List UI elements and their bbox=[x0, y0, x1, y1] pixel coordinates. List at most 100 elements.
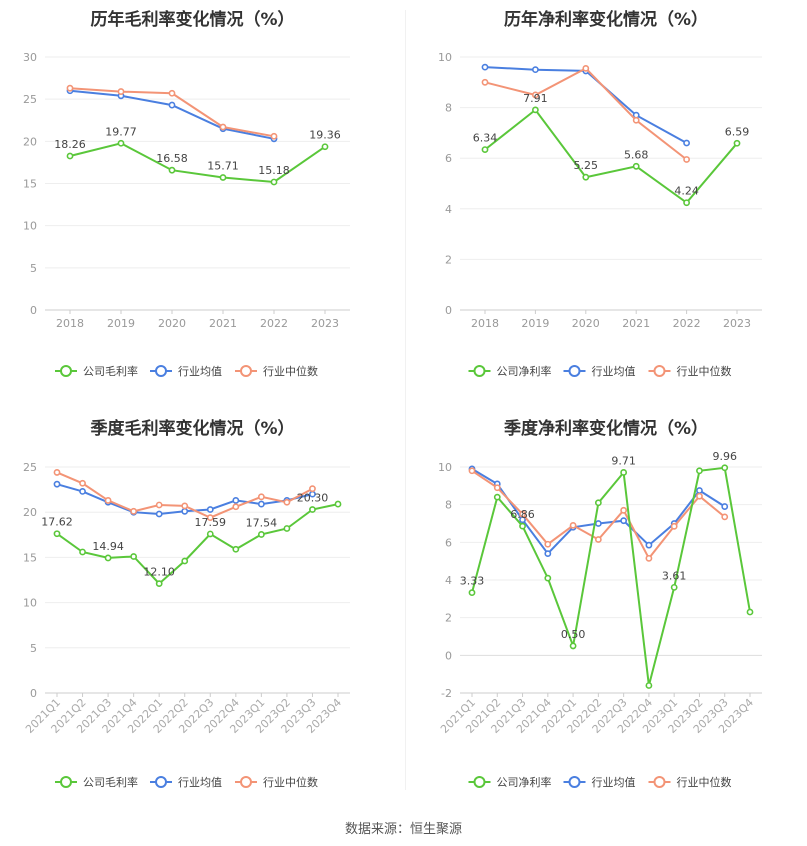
data-point bbox=[181, 502, 189, 510]
legend-swatch-marker bbox=[240, 365, 252, 377]
data-point bbox=[219, 123, 227, 131]
data-point bbox=[219, 174, 227, 181]
y-tick-label: 30 bbox=[23, 51, 37, 64]
data-point bbox=[66, 84, 74, 92]
chart-annual-net-margin: 历年净利率变化情况（%） 0 2 4 6 8 10 2018 2019 2020 2021 2022 2… bbox=[404, 0, 807, 410]
data-point bbox=[531, 66, 539, 74]
chart-title: 历年净利率变化情况（%） bbox=[504, 9, 708, 30]
data-label: 5.25 bbox=[574, 159, 599, 172]
legend-swatch-marker bbox=[568, 365, 581, 377]
data-label: 5.68 bbox=[624, 148, 649, 161]
legend-swatch-marker bbox=[653, 365, 666, 377]
data-point bbox=[168, 101, 176, 109]
data-label: 17.54 bbox=[246, 516, 278, 529]
data-point bbox=[104, 554, 112, 562]
data-point bbox=[594, 499, 602, 507]
data-point bbox=[181, 557, 189, 565]
x-tick-label: 2018 bbox=[471, 317, 499, 330]
legend-label: 公司净利率 bbox=[497, 775, 552, 789]
data-point bbox=[696, 467, 703, 475]
data-label: 12.10 bbox=[143, 566, 175, 579]
y-tick-label: 20 bbox=[23, 506, 37, 519]
legend-swatch-marker bbox=[240, 776, 252, 788]
x-tick-label: 2022 bbox=[260, 317, 288, 330]
data-point bbox=[79, 548, 86, 556]
series-line-1 bbox=[484, 66, 688, 144]
x-tick-label: 2020 bbox=[158, 317, 186, 330]
data-point bbox=[79, 479, 86, 487]
data-label: 20.30 bbox=[297, 491, 329, 504]
data-point bbox=[155, 580, 163, 588]
y-tick-label: 0 bbox=[445, 304, 452, 317]
data-label: 0.50 bbox=[561, 628, 586, 641]
chart-quarterly-gross-margin: 季度毛利率变化情况（%） 0 5 10 15 20 25 2021Q1 2021Q2 2021Q3… bbox=[0, 410, 403, 820]
x-tick-label: 2022 bbox=[673, 317, 701, 330]
x-tick-label: 2019 bbox=[521, 317, 549, 330]
data-point bbox=[53, 530, 61, 538]
data-point bbox=[309, 485, 316, 493]
data-point bbox=[569, 521, 577, 529]
data-label: 17.59 bbox=[195, 516, 227, 529]
legend-swatch-marker bbox=[653, 776, 666, 788]
data-point bbox=[283, 498, 291, 506]
data-label: 19.77 bbox=[105, 125, 137, 138]
legend-label: 公司毛利率 bbox=[83, 364, 138, 378]
data-point bbox=[582, 64, 590, 72]
chart-svg: 历年毛利率变化情况（%） 0 5 10 15 20 25 30 2018 2019 2020 2021… bbox=[23, 9, 350, 378]
data-point bbox=[181, 507, 189, 515]
y-tick-label: 6 bbox=[445, 536, 452, 549]
data-label: 18.26 bbox=[54, 138, 86, 151]
data-point bbox=[683, 139, 690, 147]
y-tick-label: 4 bbox=[445, 574, 452, 587]
chart-annual-gross-margin: 历年毛利率变化情况（%） 0 5 10 15 20 25 30 2018 2019 2020 2021… bbox=[0, 0, 403, 410]
data-point bbox=[721, 464, 729, 472]
panel-divider bbox=[405, 10, 406, 790]
x-tick-label: 2023 bbox=[311, 317, 339, 330]
x-tick-label: 2018 bbox=[56, 317, 84, 330]
data-point bbox=[721, 513, 729, 521]
data-point bbox=[481, 78, 489, 86]
y-tick-label: 25 bbox=[23, 461, 37, 474]
y-tick-label: 15 bbox=[23, 551, 37, 564]
data-label: 9.96 bbox=[712, 450, 737, 463]
data-point bbox=[519, 510, 526, 518]
legend-swatch-marker bbox=[155, 776, 167, 788]
x-tick-label: 2021 bbox=[209, 317, 237, 330]
legend-label: 行业均值 bbox=[178, 365, 222, 378]
data-point bbox=[232, 497, 240, 504]
legend-label: 行业中位数 bbox=[263, 775, 318, 789]
data-point bbox=[130, 553, 138, 560]
legend-label: 行业均值 bbox=[592, 365, 636, 378]
data-point bbox=[468, 589, 476, 597]
data-point bbox=[645, 541, 653, 549]
y-tick-label: 5 bbox=[30, 262, 37, 275]
legend-swatch-marker bbox=[473, 776, 486, 788]
legend-label: 公司毛利率 bbox=[83, 775, 138, 789]
y-tick-label: 10 bbox=[438, 461, 452, 474]
chart-svg: 季度净利率变化情况（%）-202468102021Q12021Q22021Q32… bbox=[438, 418, 762, 789]
data-label: 4.24 bbox=[674, 185, 699, 198]
legend-label: 行业均值 bbox=[178, 776, 222, 789]
y-tick-label: 2 bbox=[445, 253, 452, 266]
data-point bbox=[257, 493, 265, 501]
data-point bbox=[270, 178, 278, 186]
y-tick-label: 6 bbox=[445, 152, 452, 165]
data-label: 6.86 bbox=[510, 508, 535, 521]
data-point bbox=[594, 520, 602, 527]
data-point bbox=[206, 530, 214, 538]
data-point bbox=[468, 467, 476, 475]
data-point bbox=[481, 146, 489, 153]
data-point bbox=[670, 583, 678, 591]
data-point bbox=[168, 166, 176, 174]
data-point bbox=[594, 536, 602, 543]
data-point bbox=[582, 173, 590, 181]
data-point bbox=[733, 139, 741, 147]
chart-svg: 历年净利率变化情况（%） 0 2 4 6 8 10 2018 2019 2020 2021 2022 2… bbox=[438, 9, 762, 378]
legend-swatch-marker bbox=[568, 776, 581, 788]
series-line-0 bbox=[69, 142, 326, 184]
y-tick-label: 2 bbox=[445, 612, 452, 625]
data-point bbox=[544, 550, 552, 558]
data-point bbox=[283, 525, 291, 532]
data-point bbox=[168, 89, 176, 97]
data-label: 17.62 bbox=[41, 516, 73, 529]
